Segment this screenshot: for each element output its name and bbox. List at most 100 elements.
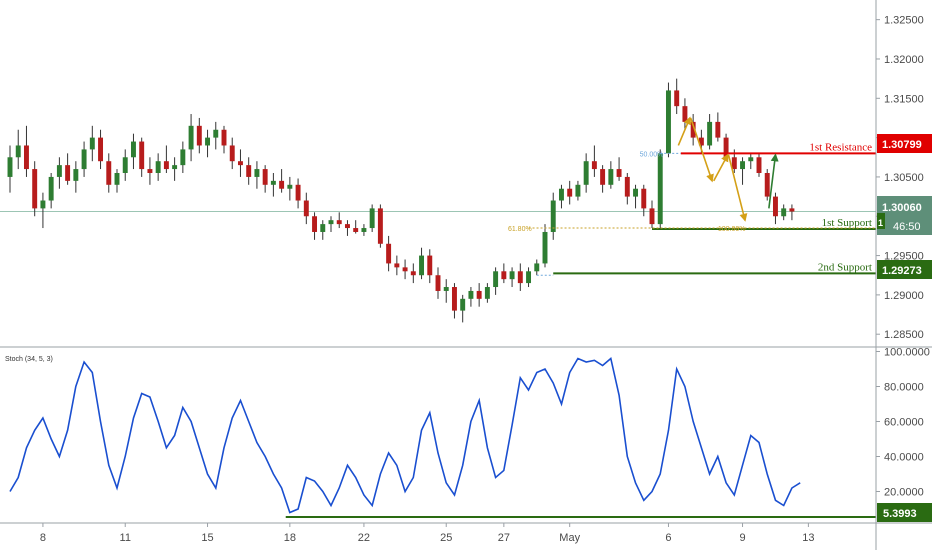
candle [534, 259, 540, 276]
candle-body [665, 90, 671, 154]
candle [443, 279, 449, 303]
candle-body [106, 161, 112, 185]
candle-body [410, 271, 416, 276]
candle-body [312, 216, 318, 232]
stochastic-panel: Stoch (34, 5, 3) [5, 356, 876, 519]
candle [246, 157, 252, 185]
stoch-tick-label: 60.0000 [884, 417, 924, 429]
candle [229, 137, 235, 170]
price-panel [7, 78, 795, 323]
candle-body [287, 184, 293, 189]
time-tick-label: 13 [802, 532, 814, 544]
candle [542, 224, 548, 268]
candle [633, 184, 639, 209]
candle-body [122, 157, 128, 173]
candle-body [73, 169, 79, 181]
candle-body [279, 180, 285, 189]
candle-body [394, 263, 400, 268]
candle [567, 180, 573, 205]
candle [517, 263, 523, 291]
candle-body [427, 255, 433, 276]
candle [377, 204, 383, 248]
candle [419, 247, 425, 280]
candle [526, 267, 532, 288]
candle [665, 82, 671, 158]
candle [772, 192, 778, 225]
candle-body [707, 121, 713, 146]
candle [353, 220, 359, 234]
candle-body [641, 188, 647, 209]
candle-body [550, 200, 556, 232]
time-tick-label: 27 [498, 532, 510, 544]
candle-body [386, 243, 392, 264]
candle [106, 153, 112, 193]
candle [196, 117, 202, 154]
candle-body [731, 157, 737, 170]
candle-body [336, 220, 342, 225]
candle-body [608, 169, 614, 185]
candle-body [723, 137, 729, 158]
candle-body [526, 271, 532, 284]
candle [764, 169, 770, 201]
candle-body [328, 220, 334, 225]
candle-body [616, 169, 622, 177]
candle [616, 157, 622, 181]
candle-body [633, 188, 639, 197]
stoch-tick-label: 80.0000 [884, 382, 924, 394]
candle-body [32, 169, 38, 209]
time-tick-label: 11 [120, 532, 131, 544]
fib-618-label: 61.80% [508, 226, 532, 233]
candle [270, 173, 276, 197]
price-tick-label: 1.28500 [884, 329, 924, 341]
candle [624, 173, 630, 205]
candle-body [591, 161, 597, 170]
candle-body [764, 173, 770, 197]
candle [122, 149, 128, 181]
candle-body [237, 161, 243, 166]
candle [451, 283, 457, 319]
candle [748, 153, 754, 170]
abcd-arrow-b [689, 117, 714, 183]
candle-body [139, 141, 145, 170]
fib-100-label: 100.00% [718, 226, 746, 233]
candle-body [353, 228, 359, 232]
candle-body [361, 228, 367, 232]
time-tick-label: 8 [40, 532, 46, 544]
candle-body [81, 149, 87, 170]
candle-body [262, 169, 268, 185]
abcd-arrow-c [713, 153, 729, 182]
candle [509, 267, 515, 288]
candle-body [509, 271, 515, 280]
candle-body [460, 298, 466, 311]
candle-body [163, 161, 169, 170]
candle [180, 141, 186, 173]
candle-body [188, 125, 194, 150]
candle [56, 157, 62, 189]
candle [295, 178, 301, 209]
support-1-tag-bg [877, 213, 885, 229]
time-tick-label: 6 [665, 532, 671, 544]
candle [435, 267, 441, 299]
candle [410, 263, 416, 284]
candle-body [7, 157, 13, 177]
candle [386, 235, 392, 272]
abcd-arrow-a [677, 116, 692, 146]
candle-body [114, 173, 120, 185]
candle-body [377, 208, 383, 244]
candle-body [558, 188, 564, 201]
time-tick-label: 25 [440, 532, 452, 544]
price-tick-label: 1.29000 [884, 290, 924, 302]
candle [740, 157, 746, 185]
candle [139, 137, 145, 177]
candle [98, 129, 104, 170]
candle [591, 145, 597, 177]
candle [575, 180, 581, 201]
candle-body [517, 271, 523, 284]
candle-body [147, 169, 153, 173]
candle [279, 169, 285, 193]
candle [147, 157, 153, 185]
stoch-tick-label: 40.0000 [884, 452, 924, 464]
